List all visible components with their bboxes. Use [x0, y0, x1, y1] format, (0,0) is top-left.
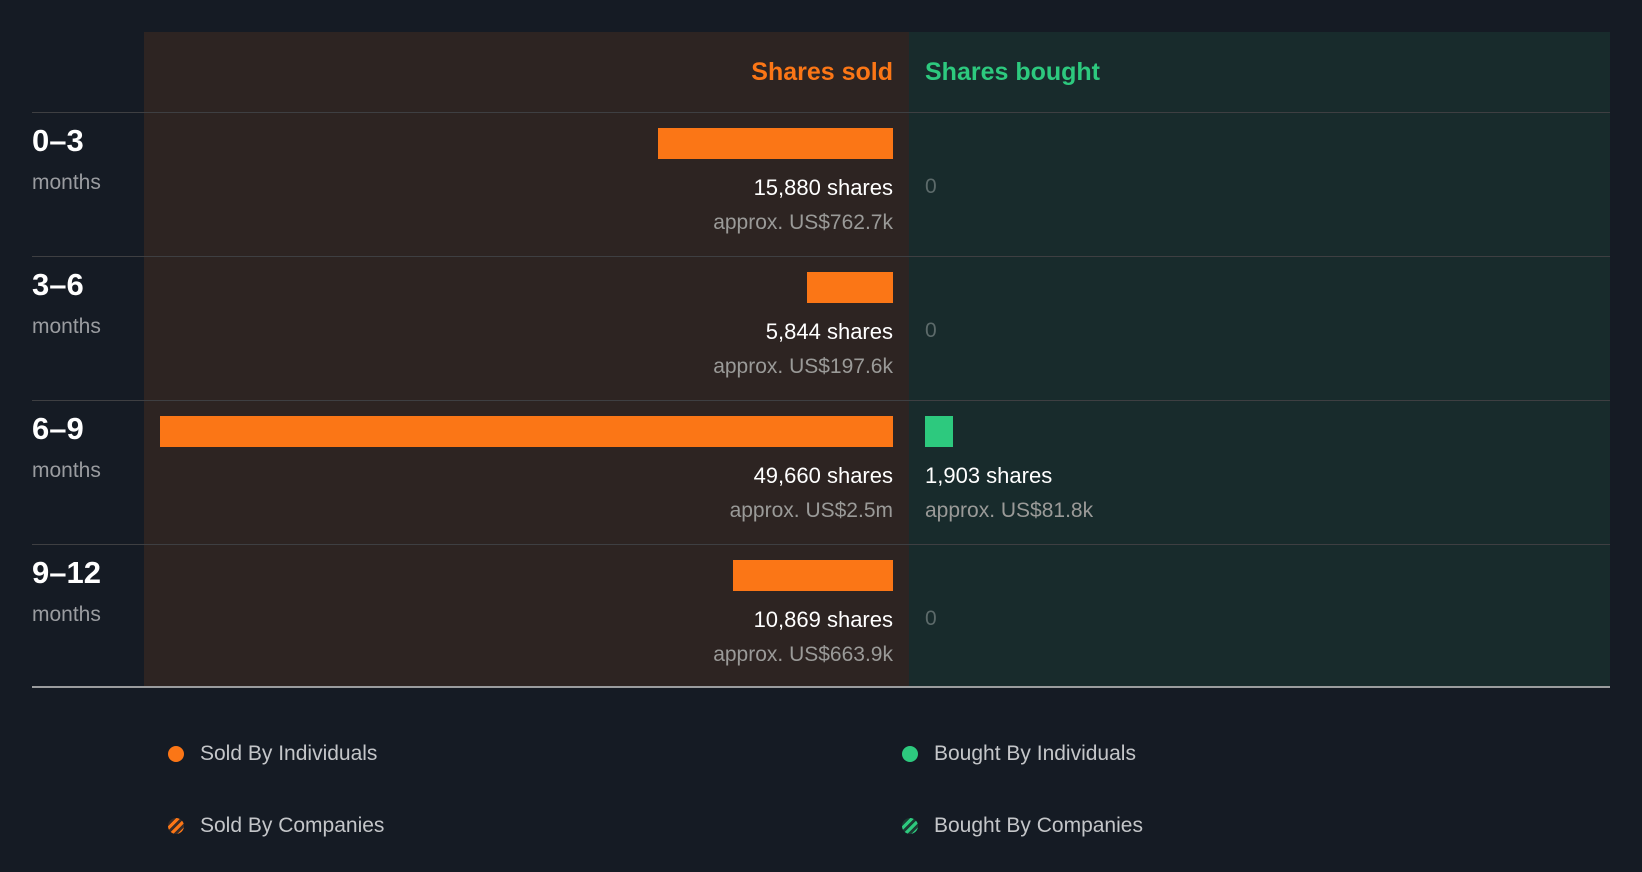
bought-value: approx. US$81.8k — [925, 499, 1094, 522]
sold-bar[interactable] — [733, 560, 893, 591]
period-row: 6–9 months 49,660 shares approx. US$2.5m… — [32, 400, 1610, 545]
bought-cell: 0 — [925, 257, 1575, 401]
sold-value: approx. US$762.7k — [713, 211, 893, 234]
sold-shares: 15,880 shares — [753, 175, 893, 200]
sold-value: approx. US$663.9k — [713, 643, 893, 666]
period-range: 9–12 — [32, 555, 101, 590]
sold-cell: 10,869 shares approx. US$663.9k — [144, 545, 893, 689]
legend-sold-individuals[interactable]: Sold By Individuals — [168, 742, 377, 766]
orange-hatched-dot-icon — [168, 818, 184, 834]
sold-cell: 5,844 shares approx. US$197.6k — [144, 257, 893, 401]
legend-sold-companies[interactable]: Sold By Companies — [168, 814, 384, 838]
bought-shares: 1,903 shares — [925, 463, 1053, 488]
orange-dot-icon — [168, 746, 184, 762]
bought-panel — [909, 32, 1610, 687]
period-row: 3–6 months 5,844 shares approx. US$197.6… — [32, 256, 1610, 401]
bought-shares: 0 — [925, 319, 937, 342]
period-row: 9–12 months 10,869 shares approx. US$663… — [32, 544, 1610, 689]
legend-bought-companies[interactable]: Bought By Companies — [902, 814, 1143, 838]
bought-shares: 0 — [925, 607, 937, 630]
sold-cell: 49,660 shares approx. US$2.5m — [144, 401, 893, 545]
period-unit: months — [32, 603, 101, 626]
sold-bar[interactable] — [807, 272, 893, 303]
legend-label: Bought By Companies — [934, 814, 1143, 837]
sold-value: approx. US$197.6k — [713, 355, 893, 378]
period-label: 0–3 months — [32, 123, 101, 195]
period-range: 6–9 — [32, 411, 84, 446]
bought-cell: 1,903 shares approx. US$81.8k — [925, 401, 1575, 545]
sold-shares: 5,844 shares — [765, 319, 893, 344]
period-label: 3–6 months — [32, 267, 101, 339]
shares-sold-header: Shares sold — [751, 57, 893, 86]
bought-cell: 0 — [925, 113, 1575, 257]
period-unit: months — [32, 171, 101, 194]
sold-bar[interactable] — [658, 128, 893, 159]
bought-cell: 0 — [925, 545, 1575, 689]
legend-bought-individuals[interactable]: Bought By Individuals — [902, 742, 1136, 766]
period-row: 0–3 months 15,880 shares approx. US$762.… — [32, 112, 1610, 257]
period-label: 6–9 months — [32, 411, 101, 483]
sold-shares: 10,869 shares — [753, 607, 893, 632]
sold-shares: 49,660 shares — [753, 463, 893, 488]
legend-label: Sold By Individuals — [200, 742, 378, 765]
baseline-divider — [32, 686, 1610, 688]
period-unit: months — [32, 315, 101, 338]
period-range: 3–6 — [32, 267, 84, 302]
legend-label: Sold By Companies — [200, 814, 385, 837]
legend-label: Bought By Individuals — [934, 742, 1136, 765]
period-range: 0–3 — [32, 123, 84, 158]
sold-cell: 15,880 shares approx. US$762.7k — [144, 113, 893, 257]
green-dot-icon — [902, 746, 918, 762]
green-hatched-dot-icon — [902, 818, 918, 834]
bought-bar[interactable] — [925, 416, 953, 447]
period-unit: months — [32, 459, 101, 482]
sold-value: approx. US$2.5m — [729, 499, 893, 522]
bought-shares: 0 — [925, 175, 937, 198]
sold-bar[interactable] — [160, 416, 893, 447]
shares-bought-header: Shares bought — [925, 57, 1101, 86]
period-label: 9–12 months — [32, 555, 101, 627]
